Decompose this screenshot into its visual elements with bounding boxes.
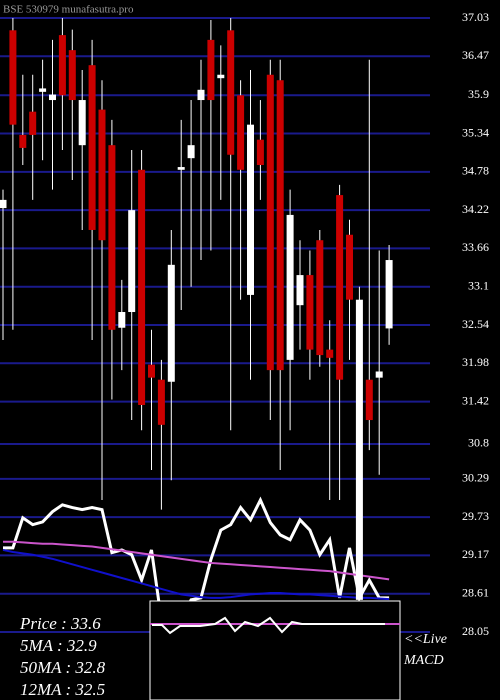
- candle-body: [346, 234, 353, 300]
- candle-body: [157, 379, 165, 425]
- candle-body: [197, 89, 205, 101]
- candle-body: [148, 364, 155, 378]
- candle-body: [108, 145, 116, 330]
- candle-body: [29, 111, 37, 135]
- macd-line: [152, 616, 385, 635]
- candle-body: [385, 260, 393, 329]
- candle-body: [256, 139, 264, 166]
- candle-body: [49, 94, 56, 101]
- ma-line: [3, 540, 390, 581]
- y-tick-label: 34.78: [462, 164, 489, 178]
- candle-body: [88, 65, 96, 230]
- y-tick-label: 30.8: [468, 436, 489, 450]
- candle-body: [118, 312, 126, 328]
- candle-body: [0, 199, 7, 209]
- legend: Price : 33.6 5MA : 32.9 50MA : 32.8 12MA : …: [19, 614, 106, 699]
- candle-body: [177, 167, 185, 170]
- candle-body: [336, 195, 344, 380]
- candle-body: [19, 134, 27, 148]
- candle-body: [355, 299, 363, 600]
- macd-panel: [149, 600, 401, 700]
- candles: [0, 18, 393, 600]
- legend-entry: 50MA : 32.8: [20, 658, 106, 677]
- candle-body: [78, 100, 86, 146]
- candle-body: [217, 74, 225, 79]
- candle-body: [266, 74, 274, 371]
- candle-body: [187, 145, 195, 159]
- ma-line: [3, 496, 390, 622]
- candle-body: [316, 240, 324, 356]
- candle-body: [365, 379, 373, 421]
- macd-label: MACD: [403, 653, 444, 668]
- macd-box: [149, 600, 401, 700]
- y-tick-label: 33.66: [462, 240, 489, 254]
- y-tick-label: 31.42: [462, 393, 489, 407]
- ma-line: [2, 548, 390, 601]
- candle-body: [286, 214, 294, 360]
- y-tick-label: 35.34: [462, 125, 489, 139]
- y-tick-label: 28.05: [462, 624, 489, 638]
- candle-body: [375, 371, 383, 378]
- live-label: <<Live: [404, 632, 447, 647]
- y-tick-label: 29.73: [462, 509, 489, 523]
- candle-body: [296, 275, 304, 306]
- ma-lines: [2, 496, 390, 622]
- candle-body: [247, 124, 254, 295]
- candle-body: [68, 50, 76, 101]
- legend-entry: Price : 33.6: [19, 614, 101, 633]
- y-tick-label: 29.17: [462, 547, 489, 561]
- y-tick-label: 33.1: [468, 278, 489, 292]
- y-tick-label: 28.61: [462, 585, 489, 599]
- chart-title: BSE 530979 munafasutra.pro: [3, 4, 134, 16]
- candle-body: [128, 210, 136, 313]
- candle-body: [326, 349, 334, 358]
- candle-body: [306, 275, 314, 350]
- y-tick-label: 31.98: [462, 355, 489, 369]
- y-tick-label: 34.22: [462, 202, 489, 216]
- candle-body: [9, 30, 17, 125]
- candle-body: [237, 95, 245, 170]
- candle-body: [227, 30, 235, 155]
- candle-body: [98, 109, 106, 241]
- legend-entry: 12MA : 32.5: [20, 680, 105, 699]
- candle-body: [207, 39, 215, 101]
- y-tick-label: 30.29: [462, 471, 489, 485]
- legend-entry: 5MA : 32.9: [20, 636, 97, 655]
- y-tick-label: 37.03: [462, 10, 489, 24]
- candle-body: [167, 264, 175, 382]
- candle-body: [58, 35, 66, 96]
- candle-body: [39, 88, 47, 92]
- y-tick-label: 36.47: [462, 48, 489, 62]
- candle-body: [138, 169, 146, 405]
- y-tick-label: 35.9: [468, 87, 489, 101]
- y-tick-label: 32.54: [462, 317, 489, 331]
- candle-body: [276, 80, 284, 371]
